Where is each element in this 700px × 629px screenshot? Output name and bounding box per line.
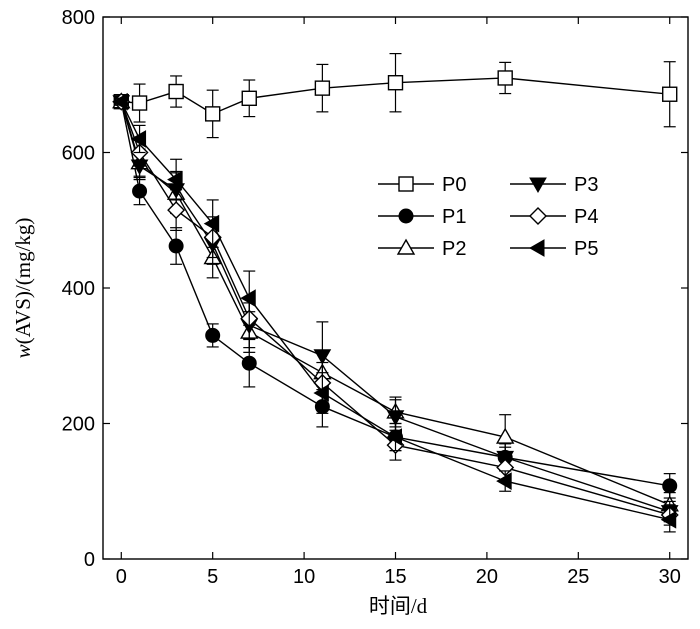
data-point	[662, 478, 678, 494]
legend-item-P1: P1	[378, 206, 466, 228]
legend-label: P5	[574, 238, 598, 260]
data-point	[131, 95, 148, 111]
data-point	[313, 384, 329, 402]
y-tick-label: 800	[62, 7, 95, 29]
legend-item-P4: P4	[510, 206, 598, 228]
data-point	[241, 90, 257, 107]
x-tick-label: 5	[207, 566, 218, 588]
y-tick-label: 200	[62, 414, 95, 436]
legend-marker	[528, 239, 545, 257]
legend-marker	[529, 207, 547, 225]
data-point	[130, 130, 147, 148]
legend-marker	[529, 177, 547, 194]
x-tick-label: 20	[476, 566, 498, 588]
legend-label: P0	[442, 174, 466, 196]
data-point	[132, 183, 148, 199]
legend-item-P3: P3	[510, 174, 598, 196]
data-point	[168, 83, 184, 100]
data-point	[167, 170, 183, 189]
y-tick-label: 400	[62, 278, 95, 300]
data-point	[241, 355, 257, 371]
y-axis-title-variable: w	[11, 344, 35, 358]
axes: 0 5 10 15 20 25 30 0 200 400 600 800	[62, 7, 689, 588]
data-point	[240, 289, 256, 308]
legend: P0 P1 P2 P3 P4 P5	[378, 174, 598, 260]
x-tick-label: 15	[384, 566, 406, 588]
data-point	[313, 349, 332, 365]
y-axis-title-unit: (AVS)/(mg/kg)	[11, 218, 35, 345]
legend-marker	[396, 238, 416, 255]
legend-marker	[398, 176, 414, 192]
data-point	[660, 510, 677, 529]
data-point	[112, 92, 128, 111]
x-tick-label: 30	[659, 566, 681, 588]
data-point	[495, 427, 515, 444]
series-P0	[113, 52, 678, 139]
data-point	[168, 238, 184, 254]
data-point	[386, 428, 402, 446]
data-point	[497, 70, 513, 86]
legend-item-P2: P2	[378, 238, 466, 260]
x-tick-label: 10	[293, 566, 315, 588]
legend-item-P5: P5	[510, 238, 598, 260]
y-tick-label: 0	[84, 549, 95, 571]
data-point	[203, 214, 220, 233]
data-point	[496, 472, 512, 490]
x-tick-label: 0	[116, 566, 127, 588]
series-layer	[112, 52, 679, 533]
y-tick-label: 600	[62, 143, 95, 165]
x-tick-label: 25	[567, 566, 589, 588]
series-P4	[112, 92, 679, 526]
series-P5	[112, 92, 677, 533]
x-axis-title: 时间/d	[369, 594, 428, 618]
data-point	[662, 86, 678, 102]
legend-item-P0: P0	[378, 174, 466, 196]
data-point	[386, 410, 405, 426]
data-point	[205, 327, 221, 343]
legend-label: P4	[574, 206, 598, 228]
data-point	[204, 106, 221, 122]
legend-label: P3	[574, 174, 598, 196]
legend-label: P2	[442, 238, 466, 260]
y-axis-title: w(AVS)/(mg/kg)	[11, 218, 35, 359]
data-point	[167, 201, 186, 220]
data-point	[387, 75, 404, 91]
data-point	[314, 80, 331, 96]
legend-marker	[398, 208, 414, 224]
legend-label: P1	[442, 206, 466, 228]
